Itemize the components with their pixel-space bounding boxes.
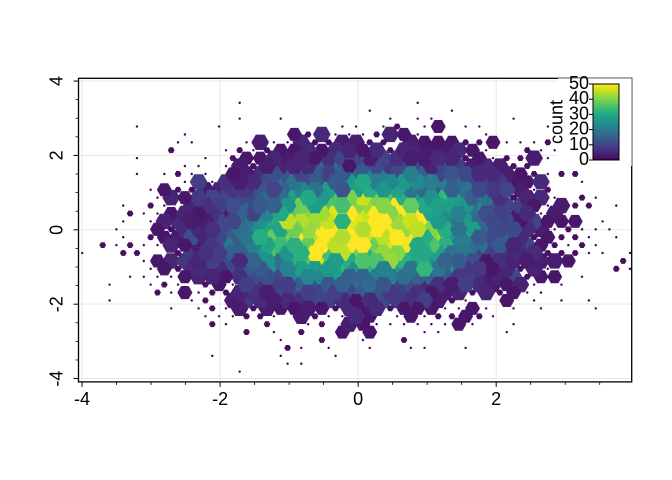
svg-text:count: count — [547, 100, 567, 144]
svg-text:0: 0 — [47, 225, 67, 235]
svg-text:2: 2 — [491, 389, 501, 409]
svg-text:-4: -4 — [74, 389, 90, 409]
svg-text:50: 50 — [569, 73, 589, 93]
svg-text:0: 0 — [353, 389, 363, 409]
svg-text:2: 2 — [47, 150, 67, 160]
svg-text:-4: -4 — [47, 371, 67, 387]
svg-text:4: 4 — [47, 76, 67, 86]
svg-text:-2: -2 — [47, 296, 67, 312]
svg-text:-2: -2 — [212, 389, 228, 409]
